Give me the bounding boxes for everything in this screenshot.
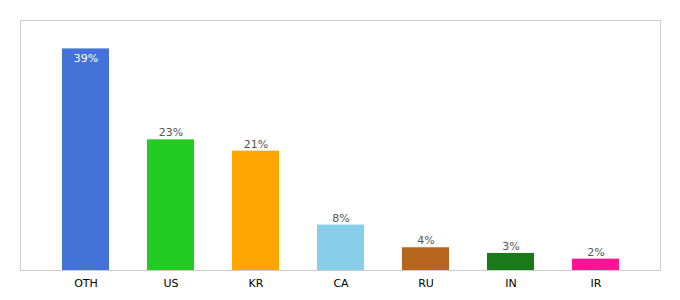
svg-text:RU: RU bbox=[418, 277, 434, 290]
svg-text:IR: IR bbox=[591, 277, 602, 290]
svg-text:4%: 4% bbox=[417, 234, 434, 247]
svg-text:3%: 3% bbox=[502, 240, 519, 253]
svg-text:23%: 23% bbox=[159, 126, 183, 139]
svg-text:CA: CA bbox=[333, 277, 349, 290]
svg-text:8%: 8% bbox=[332, 212, 349, 225]
svg-text:39%: 39% bbox=[74, 52, 98, 65]
svg-text:KR: KR bbox=[249, 277, 264, 290]
svg-text:OTH: OTH bbox=[74, 277, 98, 290]
svg-text:US: US bbox=[163, 277, 178, 290]
svg-text:2%: 2% bbox=[587, 246, 604, 259]
svg-text:21%: 21% bbox=[244, 138, 268, 151]
svg-text:IN: IN bbox=[505, 277, 516, 290]
